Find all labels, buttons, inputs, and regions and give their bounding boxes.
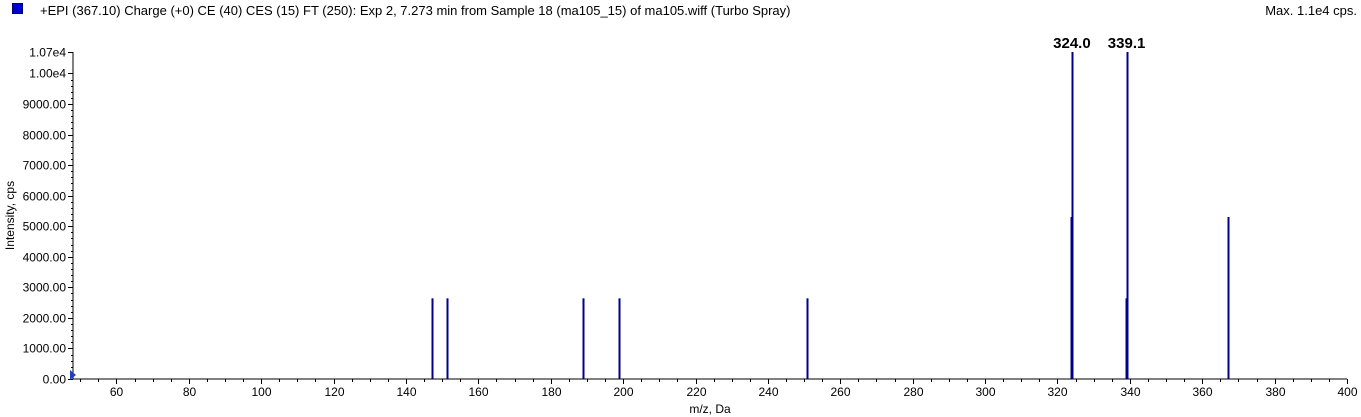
x-tick-label: 120: [324, 385, 344, 399]
y-tick-label: 1.00e4: [29, 67, 66, 81]
x-tick-label: 300: [975, 385, 995, 399]
y-tick-label: 3000.00: [23, 281, 67, 295]
y-tick-label: 4000.00: [23, 251, 67, 265]
x-tick-label: 60: [110, 385, 124, 399]
x-tick-label: 220: [686, 385, 706, 399]
x-tick-label: 280: [903, 385, 923, 399]
origin-marker-icon: [70, 370, 76, 380]
peak-label: 324.0: [1053, 35, 1091, 52]
y-tick-label: 9000.00: [23, 98, 67, 112]
peak-label: 339.1: [1108, 35, 1146, 52]
max-intensity-label: Max. 1.1e4 cps.: [1265, 3, 1357, 18]
chart-title: +EPI (367.10) Charge (+0) CE (40) CES (1…: [40, 3, 791, 18]
x-tick-label: 140: [396, 385, 416, 399]
y-tick-label: 6000.00: [23, 190, 67, 204]
y-tick-label: 7000.00: [23, 159, 67, 173]
x-tick-label: 360: [1192, 385, 1212, 399]
x-tick-label: 160: [468, 385, 488, 399]
x-tick-label: 200: [613, 385, 633, 399]
y-tick-label: 5000.00: [23, 220, 67, 234]
y-axis-title: Intensity, cps: [3, 181, 17, 250]
x-tick-label: 380: [1265, 385, 1285, 399]
x-tick-label: 400: [1337, 385, 1357, 399]
series-color-marker: [12, 3, 23, 14]
x-tick-label: 100: [251, 385, 271, 399]
x-tick-label: 340: [1120, 385, 1140, 399]
y-tick-label: 1.07e4: [29, 46, 66, 60]
y-tick-label: 8000.00: [23, 129, 67, 143]
y-tick-label: 0.00: [43, 373, 67, 387]
x-tick-label: 80: [183, 385, 197, 399]
x-tick-label: 240: [758, 385, 778, 399]
x-axis-title: m/z, Da: [689, 402, 731, 416]
chart-header: +EPI (367.10) Charge (+0) CE (40) CES (1…: [0, 0, 1361, 22]
x-tick-label: 320: [1047, 385, 1067, 399]
y-tick-label: 2000.00: [23, 312, 67, 326]
x-tick-label: 180: [541, 385, 561, 399]
y-tick-label: 1000.00: [23, 342, 67, 356]
x-tick-label: 260: [830, 385, 850, 399]
